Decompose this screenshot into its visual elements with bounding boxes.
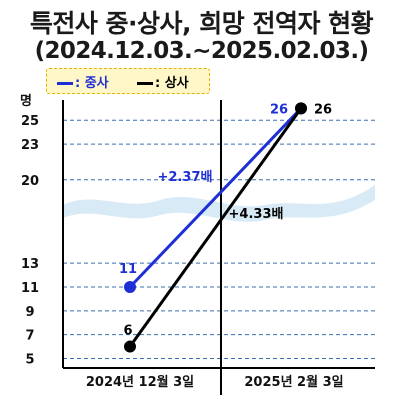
x-tick-label: 2025년 2월 3일 [244, 374, 343, 390]
data-point [295, 102, 307, 115]
data-point [124, 281, 136, 294]
data-label: 26 [314, 102, 332, 117]
data-point [124, 340, 136, 353]
y-tick-label: 20 [21, 174, 39, 189]
legend: : 중사 : 상사 [46, 68, 210, 94]
data-label: 11 [119, 262, 137, 277]
legend-swatch-sangsa [137, 82, 153, 85]
legend-swatch-jungsa [57, 82, 73, 85]
y-tick-label: 5 [25, 352, 34, 367]
y-tick-label: 9 [25, 305, 34, 320]
y-tick-label: 11 [21, 281, 39, 296]
legend-item-jungsa: : 중사 [57, 72, 109, 91]
y-tick-label: 25 [21, 114, 39, 129]
growth-annotation: +2.37배 [158, 169, 213, 185]
y-tick-label: 7 [25, 329, 34, 344]
data-label: 6 [123, 324, 132, 339]
growth-annotation: +4.33배 [229, 206, 284, 222]
x-tick-label: 2024년 12월 3일 [86, 374, 194, 390]
data-label: 26 [270, 102, 288, 117]
y-tick-label: 13 [21, 257, 39, 272]
legend-label-jungsa: : 중사 [75, 76, 109, 91]
chart-subtitle: (2024.12.03.~2025.02.03.) [34, 38, 369, 64]
series-line-sangsa [128, 107, 303, 348]
legend-item-sangsa: : 상사 [137, 72, 189, 91]
series-line-jungsa [128, 107, 303, 289]
chart-title: 특전사 중·상사, 희망 전역자 현황 [29, 9, 374, 38]
background-wave [63, 185, 375, 222]
y-axis-unit: 명 [20, 94, 32, 109]
legend-label-sangsa: : 상사 [155, 76, 189, 91]
y-tick-label: 23 [21, 138, 39, 153]
